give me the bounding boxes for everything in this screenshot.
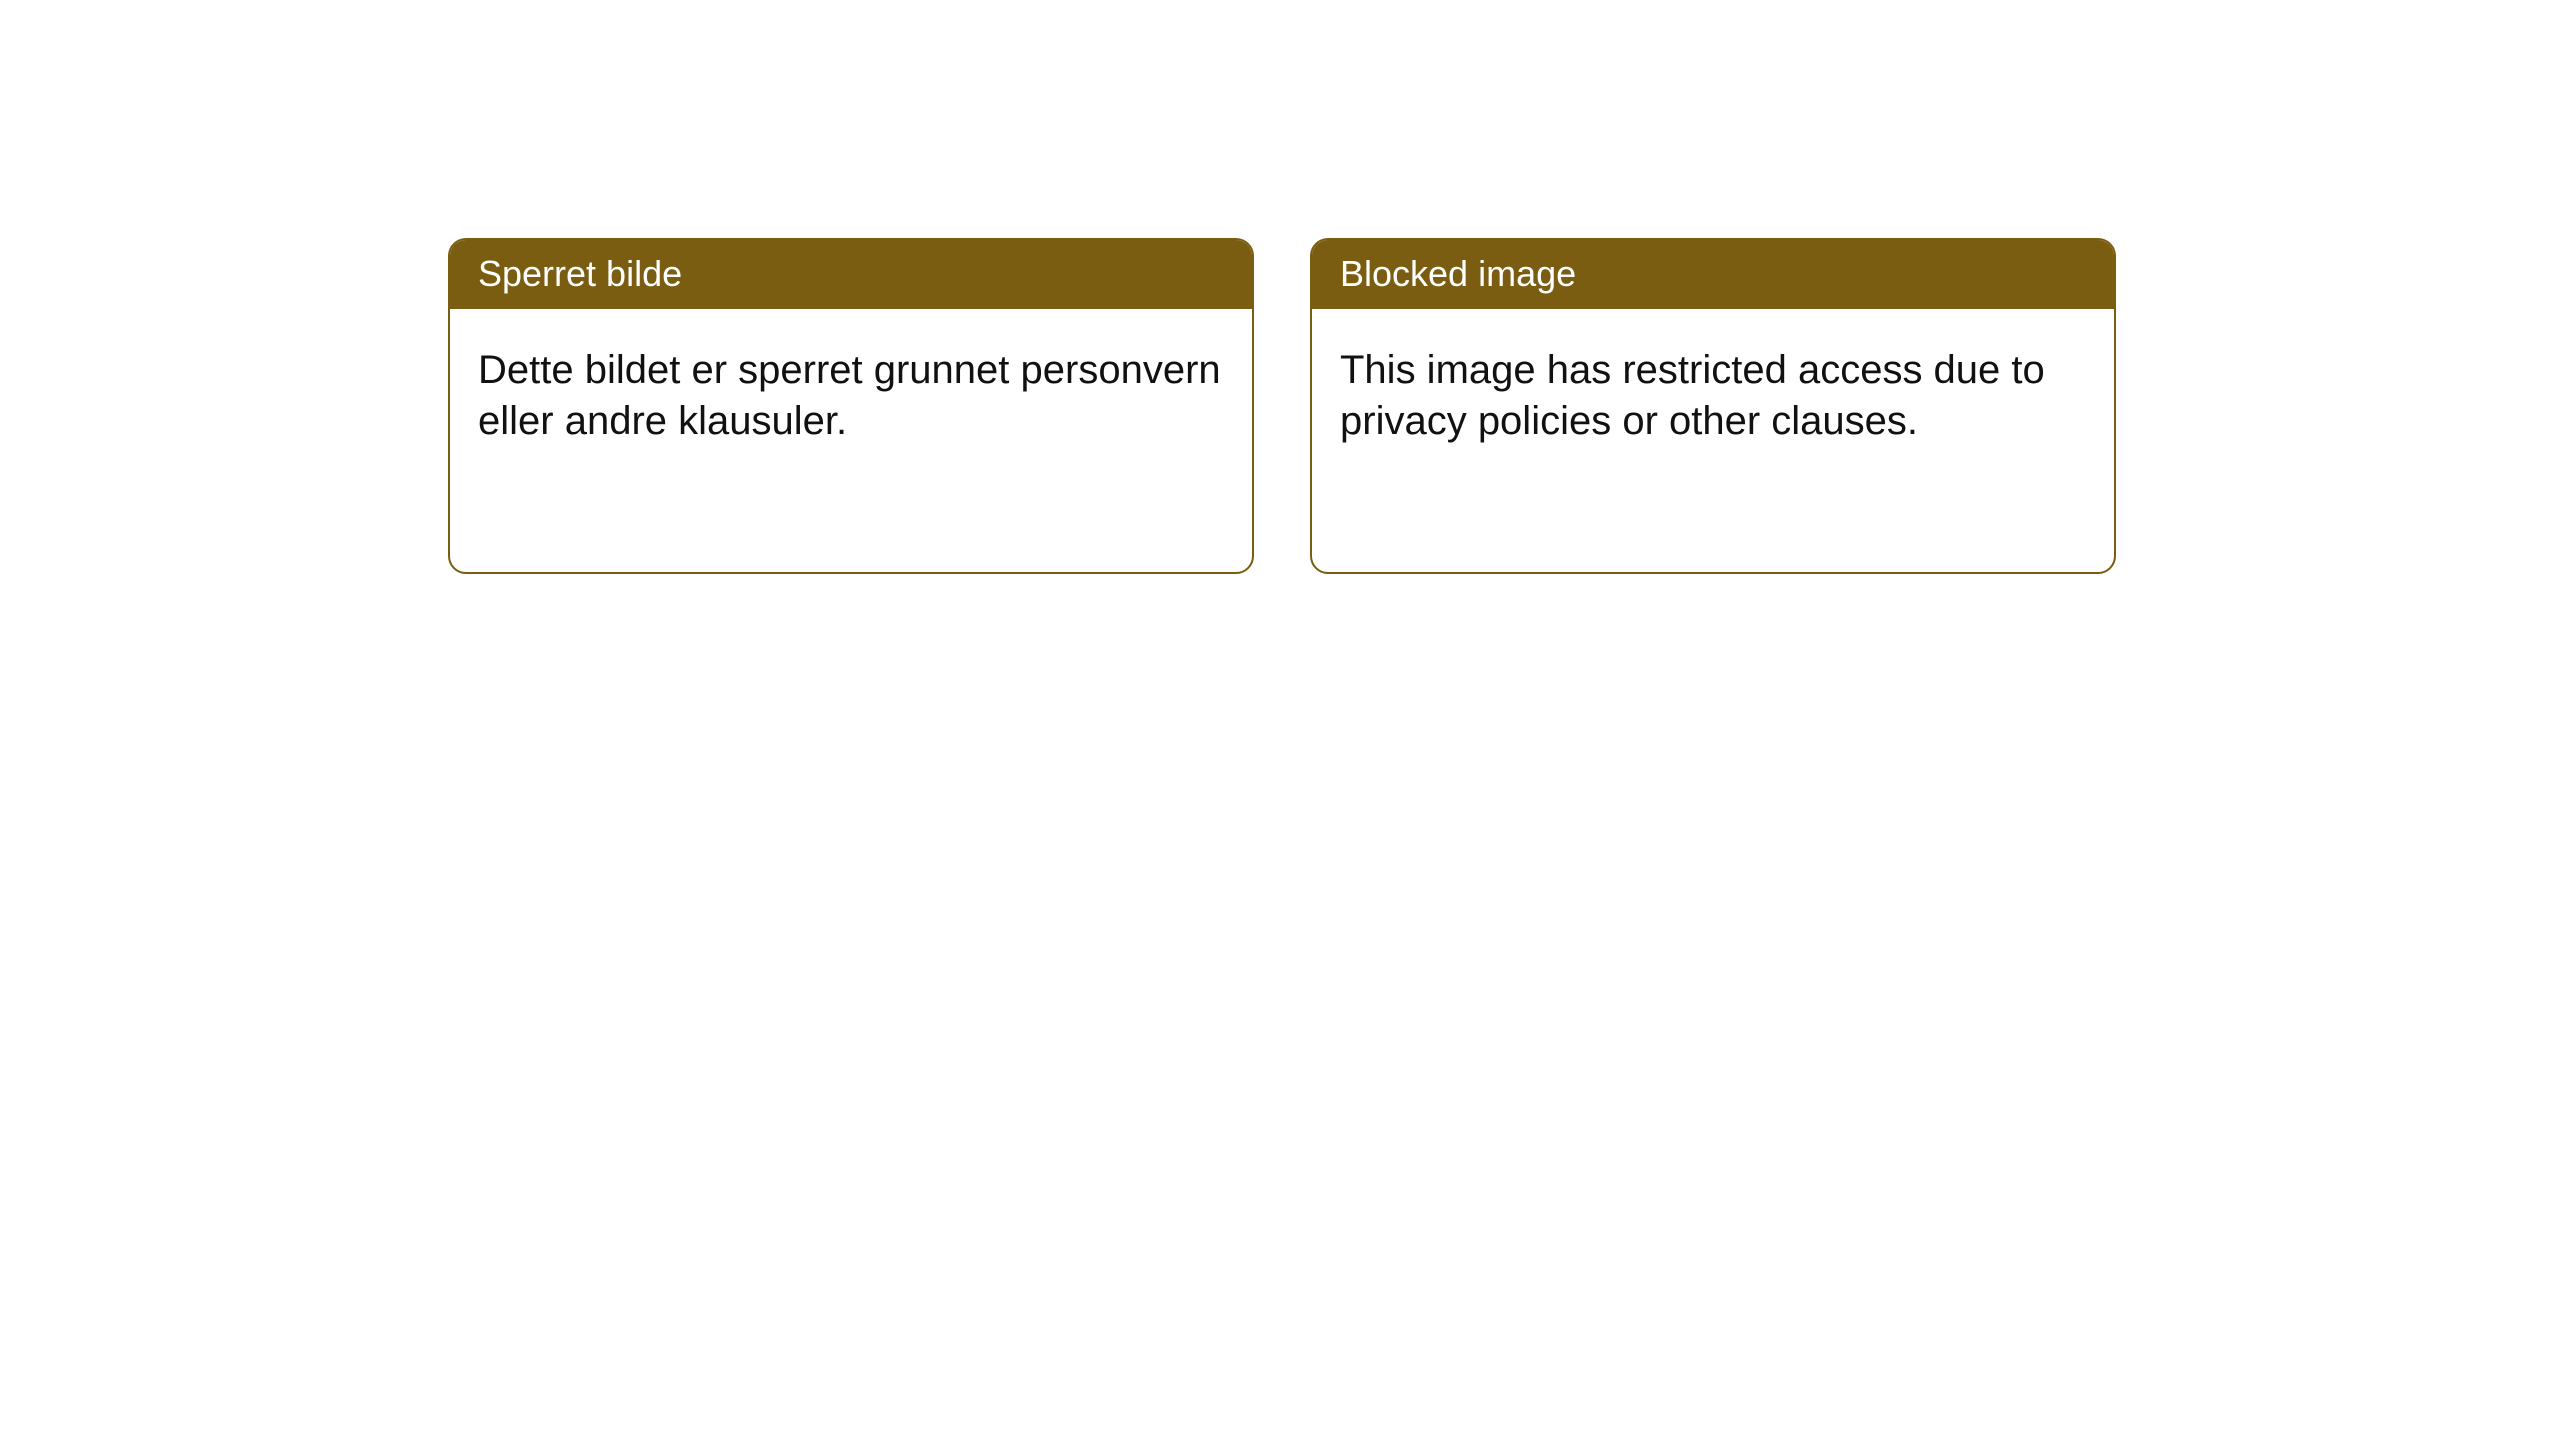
notice-card-norwegian: Sperret bilde Dette bildet er sperret gr…: [448, 238, 1254, 574]
notice-header: Sperret bilde: [450, 240, 1252, 309]
notice-body: This image has restricted access due to …: [1312, 309, 2114, 475]
notice-container: Sperret bilde Dette bildet er sperret gr…: [0, 0, 2560, 574]
notice-card-english: Blocked image This image has restricted …: [1310, 238, 2116, 574]
notice-header: Blocked image: [1312, 240, 2114, 309]
notice-body: Dette bildet er sperret grunnet personve…: [450, 309, 1252, 475]
